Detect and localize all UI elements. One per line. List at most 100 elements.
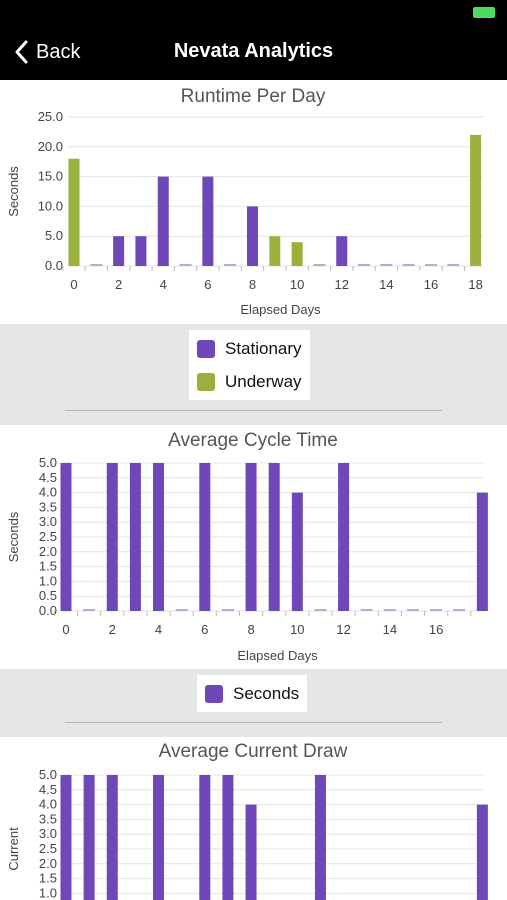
- cycle-legend: Seconds: [197, 675, 308, 712]
- x-tick-label: 14: [379, 277, 393, 292]
- x-tick-label: 0: [70, 277, 77, 292]
- cycle-chart-card: Average Cycle Time 0.0 0.5 1.0 1.5 2.0 2.5 3.0 3…: [0, 425, 507, 669]
- y-tick-label: 5.0: [45, 228, 63, 243]
- divider: [65, 410, 442, 411]
- y-tick-label: 4.5: [39, 782, 57, 797]
- y-tick-label: 3.0: [39, 826, 57, 841]
- y-tick-label: 25.0: [38, 109, 63, 124]
- y-tick-label: 0.0: [39, 603, 57, 618]
- x-tick-label: 12: [336, 622, 350, 637]
- runtime-legend-panel: Stationary Underway: [0, 324, 507, 425]
- navigation-bar: Back Nevata Analytics: [0, 24, 507, 80]
- legend-label: Seconds: [233, 683, 300, 703]
- chart-title: Average Cycle Time: [168, 430, 338, 451]
- bar: [83, 775, 95, 900]
- x-tick-label: 4: [160, 277, 167, 292]
- y-tick-label: 3.5: [39, 811, 57, 826]
- y-tick-label: 3.0: [39, 514, 57, 529]
- y-axis-label: Current: [6, 827, 21, 871]
- chevron-left-icon: [15, 40, 28, 64]
- x-tick-label: 6: [201, 622, 208, 637]
- y-axis-label: Seconds: [6, 511, 21, 562]
- y-tick-label: 20.0: [38, 139, 63, 154]
- bar: [245, 463, 257, 611]
- divider: [65, 722, 442, 723]
- bar: [246, 206, 258, 266]
- y-tick-label: 0.5: [39, 588, 57, 603]
- y-tick-label: 4.0: [39, 797, 57, 812]
- bar: [222, 775, 234, 900]
- runtime-per-day-chart: Runtime Per Day 0.0 5.0 10.0 15.0 20.0 25.0 Sec…: [6, 86, 483, 317]
- bar: [153, 775, 165, 900]
- y-tick-label: 1.5: [39, 559, 57, 574]
- x-tick-label: 2: [109, 622, 116, 637]
- y-axis-label: Seconds: [6, 166, 21, 217]
- bar: [199, 463, 211, 611]
- y-tick-label: 5.0: [39, 455, 57, 470]
- y-tick-label: 3.5: [39, 499, 57, 514]
- bar: [476, 804, 488, 900]
- bar: [338, 463, 350, 611]
- bar: [135, 236, 147, 266]
- legend-swatch: [205, 684, 223, 703]
- battery-icon: [473, 7, 495, 18]
- bar: [476, 492, 488, 611]
- legend-item-underway[interactable]: Underway: [197, 365, 302, 398]
- y-tick-label: 1.0: [39, 885, 57, 900]
- legend-item-stationary[interactable]: Stationary: [197, 332, 302, 365]
- bar: [268, 463, 280, 611]
- current-chart-card: Average Current Draw 1.0 1.5 2.0 2.5 3.0 3.5 4.…: [0, 737, 507, 900]
- average-current-draw-chart: Average Current Draw1.01.52.02.53.03.54.…: [6, 741, 488, 900]
- average-cycle-time-chart: Average Cycle Time 0.00.51.01.52.02.53.03…: [6, 430, 488, 663]
- x-tick-label: 16: [429, 622, 443, 637]
- page-title: Nevata Analytics: [173, 40, 334, 62]
- back-button[interactable]: Back: [14, 36, 80, 68]
- bar: [157, 176, 169, 266]
- runtime-chart-card: Runtime Per Day 0.0 5.0 10.0 15.0 20.0 25.0 Sec…: [0, 80, 507, 324]
- bar: [113, 236, 125, 266]
- y-tick-label: 0.0: [45, 258, 63, 273]
- cycle-legend-panel: Seconds: [0, 669, 507, 737]
- y-tick-label: 2.5: [39, 529, 57, 544]
- x-tick-label: 14: [383, 622, 397, 637]
- x-tick-label: 16: [424, 277, 438, 292]
- bar: [245, 804, 257, 900]
- x-tick-label: 8: [249, 277, 256, 292]
- legend-label: Stationary: [225, 338, 302, 358]
- x-tick-label: 8: [247, 622, 254, 637]
- bar: [291, 242, 303, 266]
- y-tick-label: 1.5: [39, 871, 57, 886]
- x-tick-label: 18: [468, 277, 482, 292]
- legend-item-seconds[interactable]: Seconds: [205, 677, 299, 710]
- bar: [470, 134, 482, 266]
- x-tick-label: 0: [62, 622, 69, 637]
- y-tick-label: 1.0: [39, 573, 57, 588]
- bar: [202, 176, 214, 266]
- bar: [106, 463, 118, 611]
- y-tick-label: 2.0: [39, 856, 57, 871]
- bar: [336, 236, 348, 266]
- bar: [291, 492, 303, 611]
- bar: [129, 463, 141, 611]
- bar: [106, 775, 118, 900]
- y-tick-label: 4.0: [39, 485, 57, 500]
- y-tick-label: 4.5: [39, 470, 57, 485]
- chart-title: Average Current Draw: [159, 741, 348, 762]
- bar: [68, 158, 80, 266]
- bar: [269, 236, 281, 266]
- y-tick-label: 5.0: [39, 767, 57, 782]
- x-tick-label: 12: [335, 277, 349, 292]
- y-tick-label: 15.0: [38, 169, 63, 184]
- status-bar: [0, 0, 507, 24]
- x-axis-label: Elapsed Days: [237, 648, 318, 663]
- x-tick-label: 6: [204, 277, 211, 292]
- chart-title: Runtime Per Day: [181, 86, 326, 107]
- legend-swatch: [197, 339, 215, 358]
- x-tick-label: 10: [290, 622, 304, 637]
- bar: [60, 463, 72, 611]
- y-tick-label: 2.5: [39, 841, 57, 856]
- back-label: Back: [36, 40, 81, 63]
- x-tick-label: 10: [290, 277, 304, 292]
- y-tick-label: 2.0: [39, 544, 57, 559]
- legend-label: Underway: [225, 371, 302, 391]
